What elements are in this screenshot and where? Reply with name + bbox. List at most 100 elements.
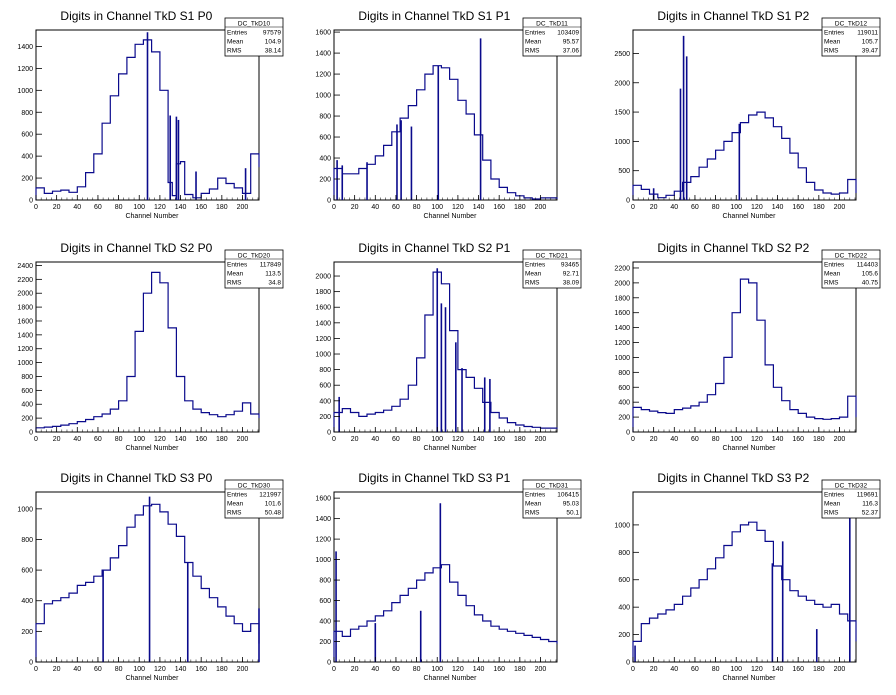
x-tick-label: 160 (493, 204, 505, 211)
x-tick-label: 80 (115, 436, 123, 443)
stats-value: 50.48 (265, 510, 282, 517)
x-tick-label: 0 (631, 436, 635, 443)
y-tick-label: 600 (319, 598, 331, 605)
stats-value: 119691 (857, 492, 879, 499)
y-tick-label: 600 (618, 385, 630, 392)
stats-value: 101.6 (265, 501, 282, 508)
stats-value: 106415 (557, 492, 579, 499)
x-tick-label: 40 (73, 666, 81, 673)
y-tick-label: 1600 (17, 318, 33, 325)
x-tick-label: 0 (631, 204, 635, 211)
y-tick-label: 1000 (17, 360, 33, 367)
stats-box (821, 249, 881, 289)
x-tick-label: 100 (730, 436, 742, 443)
x-tick-label: 200 (237, 436, 249, 443)
histogram-panel: Digits in Channel TkD S2 P2 0 20 40 60 80 100 1… (614, 241, 881, 452)
x-tick-label: 140 (175, 666, 187, 673)
plot-frame (632, 491, 857, 663)
x-tick-label: 120 (452, 666, 464, 673)
x-tick-label: 140 (175, 436, 187, 443)
x-tick-label: 160 (493, 666, 505, 673)
x-axis-label: Channel Number (125, 445, 179, 452)
x-tick-label: 200 (237, 666, 249, 673)
x-tick-label: 60 (392, 666, 400, 673)
stats-value: 52.37 (862, 510, 879, 517)
y-tick-label: 200 (319, 177, 331, 184)
stats-value: 114403 (857, 262, 879, 269)
stats-name: DC_TkD22 (835, 253, 868, 260)
x-tick-label: 140 (473, 436, 485, 443)
stats-name: DC_TkD20 (238, 253, 271, 260)
y-tick-label: 1500 (614, 110, 630, 117)
x-tick-label: 200 (535, 436, 547, 443)
x-tick-label: 200 (237, 204, 249, 211)
x-tick-label: 160 (792, 666, 804, 673)
y-tick-label: 800 (618, 550, 630, 557)
stats-label: Mean (227, 39, 244, 46)
x-tick-label: 80 (115, 666, 123, 673)
x-tick-label: 40 (371, 666, 379, 673)
y-tick-label: 200 (319, 639, 331, 646)
x-tick-label: 20 (650, 436, 658, 443)
x-axis-label: Channel Number (722, 213, 776, 220)
x-axis-label: Channel Number (423, 675, 477, 682)
x-tick-label: 120 (154, 204, 166, 211)
x-tick-label: 200 (535, 666, 547, 673)
stats-value: 95.03 (563, 501, 580, 508)
stats-label: RMS (824, 48, 839, 55)
y-tick-label: 1400 (315, 320, 331, 327)
stats-value: 37.06 (563, 48, 580, 55)
x-axis-label: Channel Number (423, 445, 477, 452)
x-tick-label: 20 (351, 436, 359, 443)
stats-name: DC_TkD12 (835, 21, 868, 28)
y-tick-label: 200 (21, 629, 33, 636)
x-tick-label: 100 (133, 666, 145, 673)
x-tick-label: 60 (392, 204, 400, 211)
y-tick-label: 400 (319, 156, 331, 163)
x-tick-label: 200 (834, 436, 846, 443)
y-tick-label: 0 (626, 660, 630, 667)
y-tick-label: 400 (618, 605, 630, 612)
stats-label: RMS (525, 510, 540, 517)
plot-frame (333, 29, 558, 201)
stats-label: RMS (525, 280, 540, 287)
y-tick-label: 1800 (614, 295, 630, 302)
chart-title: Digits in Channel TkD S1 P1 (358, 9, 510, 23)
y-tick-label: 0 (29, 198, 33, 205)
stats-box (522, 479, 582, 519)
x-tick-label: 100 (730, 666, 742, 673)
x-tick-label: 20 (53, 204, 61, 211)
x-tick-label: 20 (53, 666, 61, 673)
y-tick-label: 0 (327, 198, 331, 205)
stats-label: Entries (525, 492, 546, 499)
stats-value: 40.75 (862, 280, 879, 287)
y-tick-label: 600 (21, 132, 33, 139)
y-tick-label: 1200 (614, 340, 630, 347)
y-tick-label: 1200 (315, 336, 331, 343)
stats-value: 39.47 (862, 48, 879, 55)
stats-label: Entries (824, 492, 845, 499)
stats-label: Entries (227, 492, 248, 499)
y-tick-label: 1000 (17, 88, 33, 95)
x-axis-label: Channel Number (722, 445, 776, 452)
y-tick-label: 600 (21, 568, 33, 575)
stats-box (522, 249, 582, 289)
stats-value: 116.3 (862, 501, 878, 508)
stats-label: Mean (824, 271, 841, 278)
x-tick-label: 140 (772, 436, 784, 443)
y-tick-label: 400 (21, 154, 33, 161)
stats-value: 95.57 (563, 39, 580, 46)
x-tick-label: 20 (650, 666, 658, 673)
y-tick-label: 1600 (315, 30, 331, 37)
x-tick-label: 0 (332, 204, 336, 211)
x-axis-label: Channel Number (722, 675, 776, 682)
x-tick-label: 100 (133, 436, 145, 443)
x-tick-label: 120 (452, 436, 464, 443)
stats-label: Entries (525, 262, 546, 269)
x-tick-label: 120 (154, 666, 166, 673)
y-tick-label: 0 (626, 430, 630, 437)
plot-frame (35, 261, 260, 433)
x-tick-label: 20 (650, 204, 658, 211)
stats-box (224, 479, 284, 519)
histogram-panel: Digits in Channel TkD S3 P1 0 20 40 60 80 100 1… (315, 471, 582, 682)
